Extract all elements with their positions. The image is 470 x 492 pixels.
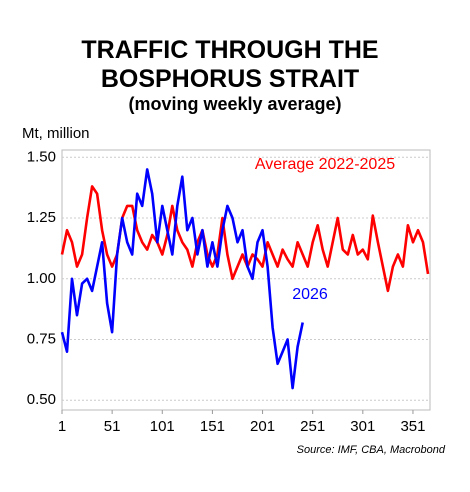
x-tick-label: 301 [350, 418, 375, 435]
source: Source: IMF, CBA, Macrobond [297, 444, 446, 456]
x-tick-label: 51 [104, 418, 121, 435]
series-line [60, 168, 304, 390]
series-label: 2026 [292, 286, 328, 303]
chart-subtitle: (moving weekly average) [128, 94, 342, 114]
x-tick-label: 351 [400, 418, 425, 435]
x-tick-label: 251 [300, 418, 325, 435]
chart-title: TRAFFIC THROUGH THE BOSPHORUS STRAIT [81, 36, 379, 93]
y-tick-label: 1.00 [27, 270, 56, 287]
series-label: Average 2022-2025 [255, 156, 395, 173]
y-tick-label: 1.50 [27, 148, 56, 165]
series-line [60, 185, 430, 293]
y-tick-label: 0.50 [27, 391, 56, 408]
x-tick-label: 151 [200, 418, 225, 435]
y-axis-label: Mt, million [22, 125, 90, 142]
x-tick-label: 101 [150, 418, 175, 435]
plot-frame [61, 149, 431, 411]
x-tick-label: 1 [58, 418, 66, 435]
x-tick-label: 201 [250, 418, 275, 435]
y-tick-label: 0.75 [27, 331, 56, 348]
y-tick-label: 1.25 [27, 209, 56, 226]
